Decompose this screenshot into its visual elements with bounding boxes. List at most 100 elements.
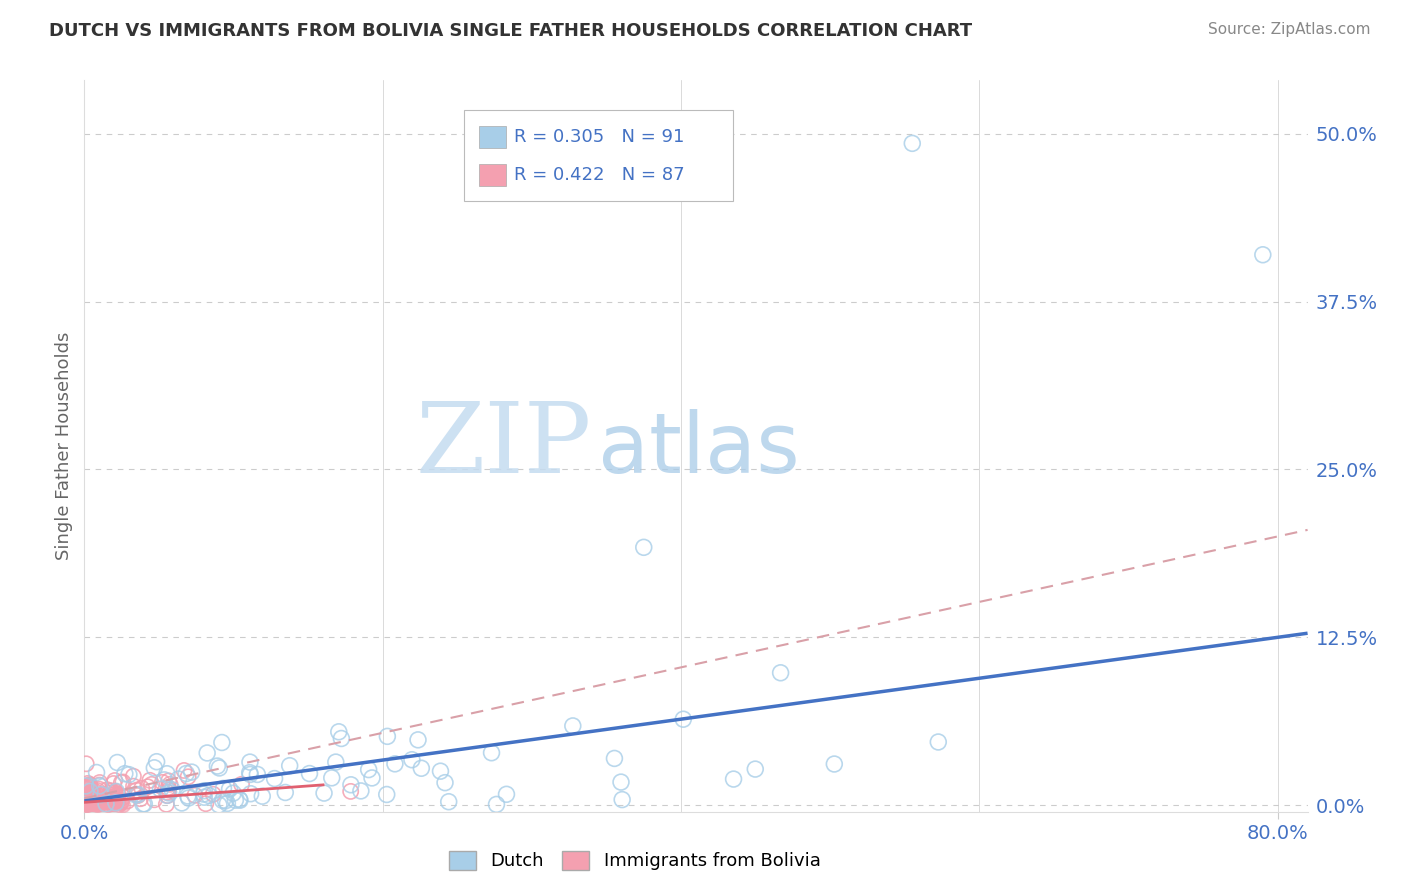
Point: [160, 782, 183, 797]
Point: [212, 781, 235, 796]
Point: [321, 771, 343, 785]
Point: [110, 795, 132, 809]
Point: [86, 783, 108, 797]
Point: [100, 784, 122, 798]
Point: [75, 797, 97, 812]
Point: [132, 797, 155, 811]
Point: [75, 794, 97, 808]
Point: [239, 765, 262, 780]
Point: [86, 796, 108, 810]
Point: [96, 790, 118, 805]
Point: [156, 789, 179, 803]
Point: [561, 719, 583, 733]
Point: [80, 791, 103, 805]
Text: Source: ZipAtlas.com: Source: ZipAtlas.com: [1208, 22, 1371, 37]
Point: [96, 795, 118, 809]
Point: [80, 792, 103, 806]
Point: [76, 790, 98, 805]
Point: [155, 797, 177, 812]
Point: [823, 757, 845, 772]
Point: [97, 797, 120, 812]
Point: [384, 756, 406, 771]
Point: [96, 797, 118, 812]
Point: [127, 789, 149, 803]
Point: [153, 772, 176, 787]
Point: [76, 794, 98, 808]
Point: [207, 759, 229, 773]
Point: [157, 786, 180, 800]
Point: [111, 775, 134, 789]
Point: [239, 755, 262, 769]
Point: [73, 797, 96, 811]
Point: [76, 791, 98, 805]
Point: [104, 796, 127, 810]
Point: [117, 794, 139, 808]
Point: [157, 773, 180, 788]
Point: [193, 790, 215, 805]
Point: [224, 793, 246, 807]
Point: [145, 755, 167, 769]
Point: [76, 797, 98, 812]
Point: [107, 797, 129, 812]
Point: [375, 788, 398, 802]
Point: [77, 795, 100, 809]
Point: [107, 788, 129, 802]
Point: [77, 791, 100, 805]
Point: [79, 797, 101, 812]
Point: [156, 785, 179, 799]
Point: [105, 756, 128, 770]
Point: [231, 777, 253, 791]
Point: [769, 665, 792, 680]
Point: [177, 770, 200, 784]
Point: [211, 735, 233, 749]
Point: [101, 795, 124, 809]
Point: [80, 795, 103, 809]
Point: [105, 784, 128, 798]
Point: [437, 795, 460, 809]
Point: [89, 782, 111, 797]
Point: [156, 766, 179, 780]
Point: [76, 797, 98, 812]
Point: [83, 794, 105, 808]
Point: [195, 746, 218, 760]
Point: [127, 788, 149, 802]
Point: [80, 786, 103, 800]
Point: [143, 761, 166, 775]
Point: [263, 772, 285, 786]
Point: [82, 793, 104, 807]
Point: [114, 766, 136, 780]
Point: [118, 767, 141, 781]
Point: [330, 731, 353, 746]
Point: [134, 797, 156, 811]
Point: [228, 792, 250, 806]
Point: [79, 777, 101, 791]
Point: [157, 783, 180, 797]
Point: [97, 789, 120, 804]
Point: [86, 797, 108, 812]
Point: [75, 783, 97, 797]
Point: [94, 797, 117, 811]
Point: [104, 796, 127, 810]
Point: [177, 791, 200, 805]
Point: [89, 779, 111, 793]
Point: [481, 746, 503, 760]
Point: [157, 780, 180, 795]
Point: [485, 797, 508, 812]
Point: [350, 784, 373, 798]
Y-axis label: Single Father Households: Single Father Households: [55, 332, 73, 560]
Point: [222, 786, 245, 800]
Point: [218, 782, 240, 797]
Point: [82, 797, 104, 811]
Point: [208, 761, 231, 775]
Point: [83, 790, 105, 805]
Point: [87, 795, 110, 809]
Point: [105, 788, 128, 802]
Point: [278, 758, 301, 772]
Point: [193, 783, 215, 797]
Point: [101, 797, 124, 811]
Point: [79, 796, 101, 810]
Point: [122, 769, 145, 783]
Point: [86, 765, 108, 780]
Point: [79, 784, 101, 798]
Point: [122, 779, 145, 793]
